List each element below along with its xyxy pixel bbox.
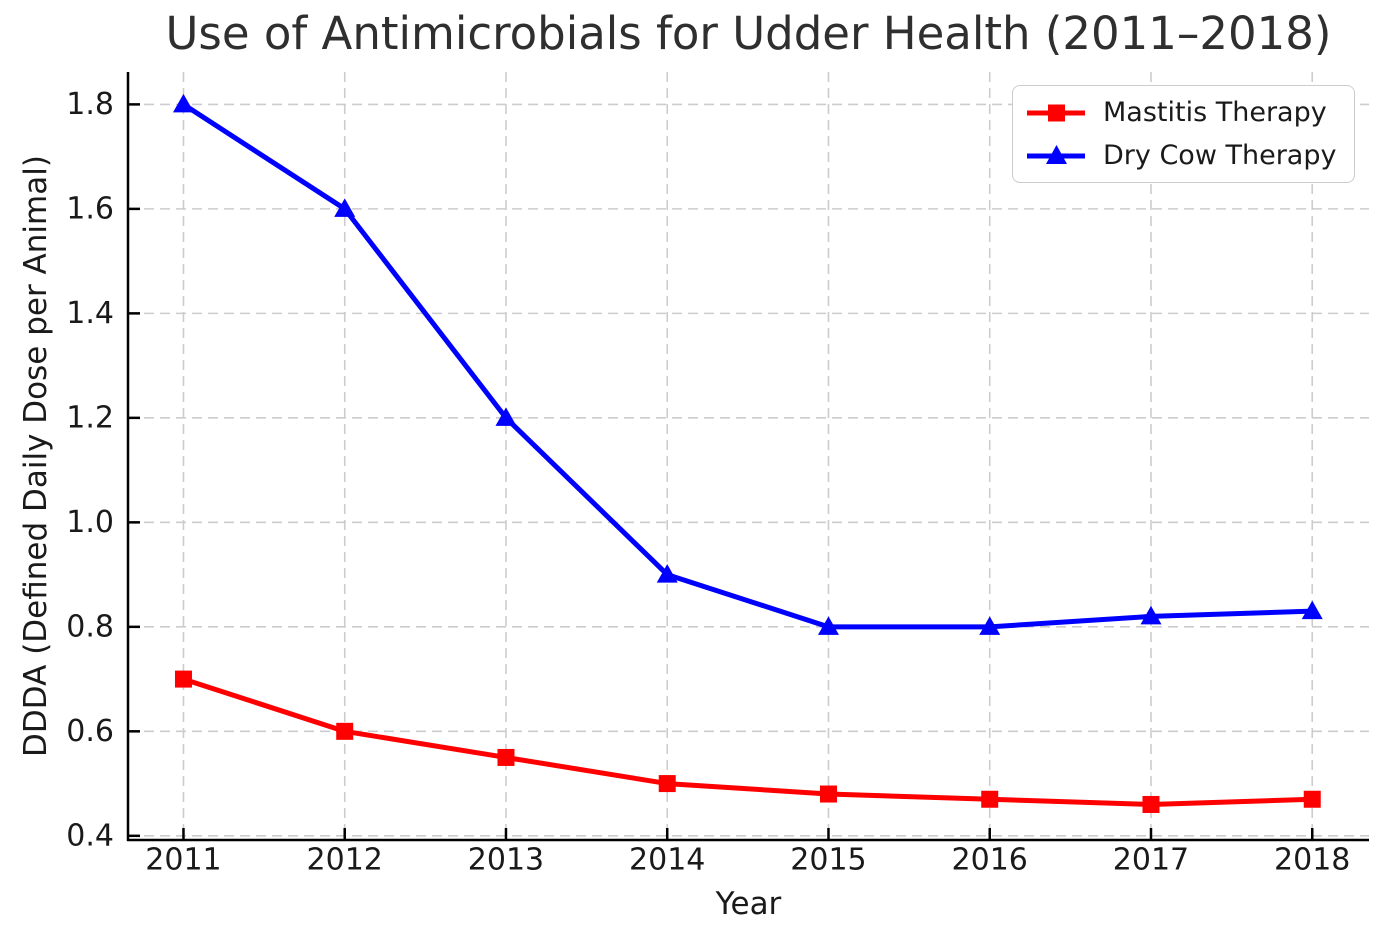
x-tick-label: 2014: [629, 843, 705, 878]
chart-title: Use of Antimicrobials for Udder Health (…: [165, 7, 1332, 60]
x-tick-label: 2011: [145, 843, 221, 878]
x-axis-label: Year: [715, 886, 782, 922]
y-tick-label: 0.4: [66, 818, 114, 853]
data-point-square-mastitis-therapy: [658, 775, 676, 793]
data-point-triangle-dry-cow-therapy: [1301, 600, 1323, 620]
y-tick-label: 0.6: [66, 714, 114, 749]
x-tick-label: 2015: [790, 843, 866, 878]
legend-item: Mastitis Therapy: [1025, 91, 1336, 134]
y-tick-label: 1.8: [66, 87, 114, 122]
data-point-triangle-dry-cow-therapy: [817, 616, 839, 635]
legend-label: Dry Cow Therapy: [1103, 140, 1337, 171]
data-point-square-mastitis-therapy: [819, 785, 837, 803]
data-point-triangle-dry-cow-therapy: [656, 564, 678, 583]
y-tick-label: 1.6: [66, 191, 114, 226]
series-line-mastitis-therapy: [182, 676, 1313, 807]
y-tick-label: 1.2: [66, 400, 114, 435]
data-point-square-mastitis-therapy: [981, 790, 999, 808]
y-tick-label: 0.8: [66, 609, 114, 644]
x-tick-label: 2013: [468, 843, 544, 878]
data-point-triangle-dry-cow-therapy: [334, 198, 356, 217]
legend-item: Dry Cow Therapy: [1025, 134, 1336, 177]
x-tick-label: 2016: [952, 843, 1028, 878]
legend-label: Mastitis Therapy: [1103, 97, 1327, 128]
legend-triangle-marker-icon: [1027, 144, 1085, 164]
data-point-square-mastitis-therapy: [174, 670, 192, 688]
data-point-triangle-dry-cow-therapy: [1140, 605, 1162, 625]
x-tick-label: 2017: [1113, 843, 1189, 878]
data-point-square-mastitis-therapy: [1303, 790, 1321, 808]
data-point-triangle-dry-cow-therapy: [495, 407, 517, 426]
x-tick-label: 2018: [1274, 843, 1350, 878]
y-tick-label: 1.4: [66, 296, 114, 331]
y-tick-label: 1.0: [66, 505, 114, 540]
series-line-dry-cow-therapy: [182, 102, 1313, 630]
data-point-triangle-dry-cow-therapy: [172, 93, 194, 113]
data-point-square-mastitis-therapy: [1142, 795, 1160, 813]
data-point-square-mastitis-therapy: [497, 748, 515, 766]
legend: Mastitis Therapy Dry Cow Therapy: [1012, 85, 1356, 183]
y-axis-label: DDDA (Defined Daily Dose per Animal): [18, 155, 54, 757]
legend-square-marker-icon: [1027, 104, 1085, 121]
data-point-triangle-dry-cow-therapy: [979, 616, 1001, 635]
x-tick-label: 2012: [307, 843, 383, 878]
data-point-square-mastitis-therapy: [336, 722, 354, 740]
